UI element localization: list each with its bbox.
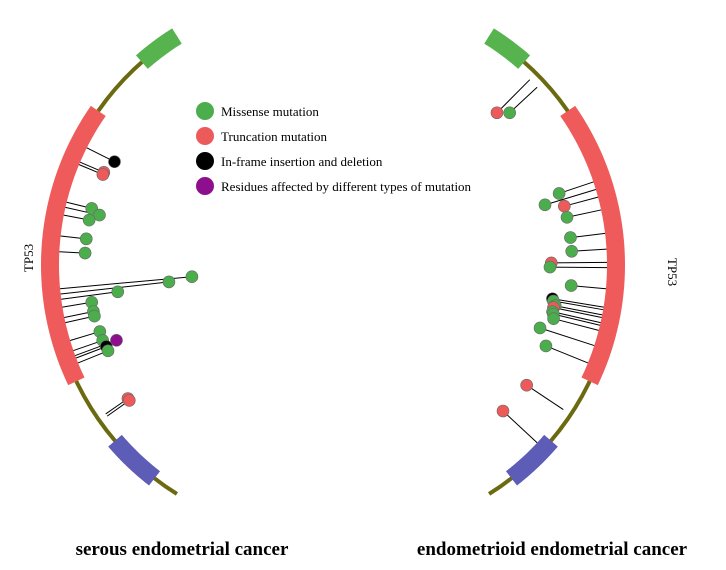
right-mutation-stems bbox=[496, 79, 607, 444]
right-panel-caption: endometrioid endometrial cancer bbox=[417, 539, 688, 560]
right-mutation-stem bbox=[553, 300, 604, 311]
right-mutation-missense-point bbox=[552, 187, 566, 200]
left-mutation-missense-point bbox=[101, 344, 115, 358]
left-mutation-truncation-point bbox=[122, 394, 136, 407]
left-tp53-domain bbox=[40, 105, 106, 386]
right-gene-label: TP53 bbox=[665, 258, 680, 286]
right-mutation-truncation-point bbox=[496, 404, 510, 418]
right-mutation-truncation-point bbox=[558, 199, 571, 213]
right-mutation-stem bbox=[545, 345, 589, 364]
left-gene-label: TP53 bbox=[21, 244, 36, 272]
right-mutation-missense-point bbox=[538, 198, 552, 212]
right-domain-top bbox=[484, 28, 531, 69]
right-mutation-stem bbox=[553, 318, 599, 331]
right-mutation-stem bbox=[552, 298, 604, 308]
right-mutation-stem bbox=[555, 305, 603, 316]
left-mutation-missense-point bbox=[79, 232, 93, 246]
left-mutation-inframe-point bbox=[108, 155, 121, 169]
legend: Missense mutation Truncation mutation In… bbox=[196, 102, 472, 195]
left-mutation-missense-point bbox=[93, 208, 106, 222]
left-protein-backbone bbox=[47, 34, 179, 496]
left-mutation-missense-point bbox=[82, 213, 96, 227]
left-mutation-stem bbox=[61, 291, 118, 300]
left-mutation-missense-point bbox=[111, 285, 125, 299]
right-mutation-missense-point bbox=[533, 321, 547, 335]
left-mutation-truncation-point bbox=[96, 168, 110, 181]
right-mutation-missense-point bbox=[560, 211, 574, 224]
right-domain-bottom bbox=[505, 434, 558, 486]
right-mutation-missense-point bbox=[564, 231, 577, 244]
left-mutation-missense-point bbox=[78, 246, 92, 260]
endometrioid-panel: TP53 endometrioid endometrial cancer bbox=[417, 28, 688, 560]
right-mutation-missense-point bbox=[503, 106, 516, 120]
right-mutation-truncation-point bbox=[520, 378, 533, 392]
right-mutation-stem bbox=[549, 266, 607, 269]
legend-label-multi: Residues affected by different types of … bbox=[221, 179, 472, 194]
legend-swatch-missense bbox=[196, 102, 214, 120]
legend-swatch-truncation bbox=[196, 127, 214, 145]
legend-label-missense: Missense mutation bbox=[221, 104, 319, 119]
right-mutation-stem bbox=[496, 79, 531, 114]
left-mutation-missense-point bbox=[162, 275, 176, 289]
legend-label-inframe: In-frame insertion and deletion bbox=[221, 154, 383, 169]
right-mutation-stem bbox=[539, 327, 595, 347]
left-domain-top bbox=[135, 28, 182, 69]
left-mutation-missense-point bbox=[88, 309, 101, 323]
right-mutation-stem bbox=[526, 384, 564, 411]
right-mutation-missense-point bbox=[547, 312, 560, 325]
left-mutation-heads bbox=[78, 155, 199, 407]
right-mutation-stem bbox=[553, 313, 601, 326]
legend-swatch-multi bbox=[196, 177, 214, 195]
legend-label-truncation: Truncation mutation bbox=[221, 129, 328, 144]
right-mutation-missense-point bbox=[565, 244, 578, 258]
right-mutation-stem bbox=[502, 410, 538, 444]
legend-swatch-inframe bbox=[196, 152, 214, 170]
right-mutation-missense-point bbox=[539, 339, 553, 353]
right-mutation-truncation-point bbox=[490, 106, 504, 120]
right-mutation-stem bbox=[553, 307, 602, 318]
right-mutation-heads bbox=[490, 106, 578, 418]
left-mutation-multi-point bbox=[110, 333, 123, 347]
right-mutation-stem bbox=[551, 261, 607, 264]
right-mutation-stem bbox=[552, 311, 601, 324]
right-mutation-missense-point bbox=[543, 260, 557, 274]
left-panel-caption: serous endometrial cancer bbox=[76, 539, 289, 560]
right-mutation-missense-point bbox=[564, 279, 578, 292]
left-domain-bottom bbox=[108, 434, 161, 486]
left-mutation-missense-point bbox=[185, 270, 199, 284]
serous-panel: TP53 serous endometrial cancer bbox=[21, 28, 289, 560]
right-tp53-domain bbox=[560, 105, 626, 386]
right-mutation-stem bbox=[544, 189, 596, 206]
